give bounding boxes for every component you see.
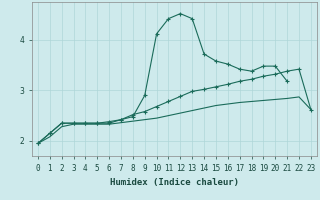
X-axis label: Humidex (Indice chaleur): Humidex (Indice chaleur) [110,178,239,187]
